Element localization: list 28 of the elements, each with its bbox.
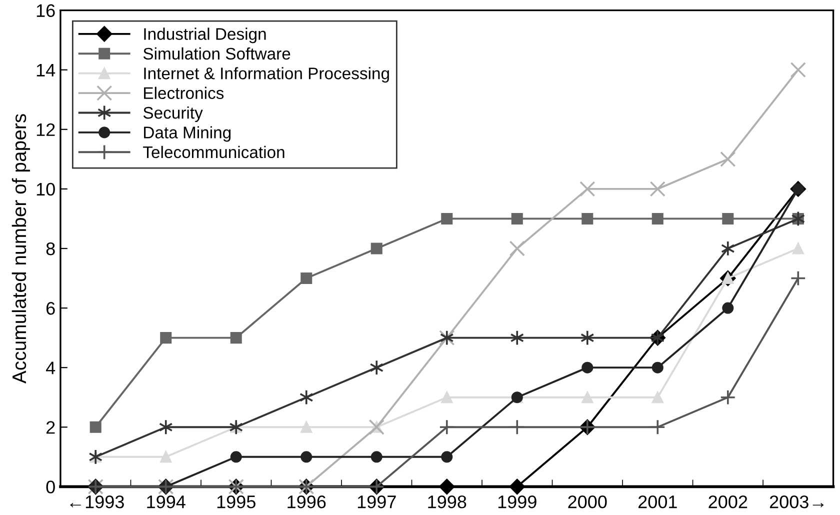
x-tick-label: 2000 (568, 495, 607, 508)
x-tick-label: 1994 (147, 495, 186, 508)
legend-label: Security (143, 106, 203, 122)
x-tick-label: 1995 (217, 495, 256, 508)
y-tick-label: 16 (36, 4, 55, 18)
x-tick-label: 1996 (288, 495, 326, 508)
legend-label: Industrial Design (144, 28, 266, 44)
y-tick-label: 6 (46, 302, 55, 315)
y-tick-label: 10 (36, 182, 55, 196)
y-tick-label: 8 (46, 242, 55, 256)
y-tick-label: 0 (46, 480, 55, 494)
y-axis-title: Accumulated number of papers (12, 114, 30, 384)
y-tick-label: 2 (46, 421, 55, 434)
y-tick-label: 14 (36, 64, 56, 76)
legend-label: Electronics (144, 86, 224, 100)
x-tick-label: 1997 (358, 495, 396, 508)
x-tick-label: 1999 (498, 495, 536, 508)
y-tick-label: 4 (46, 362, 56, 374)
legend-label: Telecommunication (143, 146, 284, 158)
legend-label: Simulation Software (143, 47, 290, 60)
x-tick-label: 1998 (428, 495, 466, 508)
legend-label: Data Mining (144, 126, 231, 142)
legend-label: Internet & Information Processing (144, 67, 389, 83)
x-tick-label: 2003→ (770, 495, 824, 508)
y-tick-label: 12 (36, 123, 55, 136)
x-tick-label: 2001 (638, 495, 677, 508)
x-tick-label: 2002 (708, 495, 748, 508)
x-tick-label: ←1993 (70, 495, 124, 508)
